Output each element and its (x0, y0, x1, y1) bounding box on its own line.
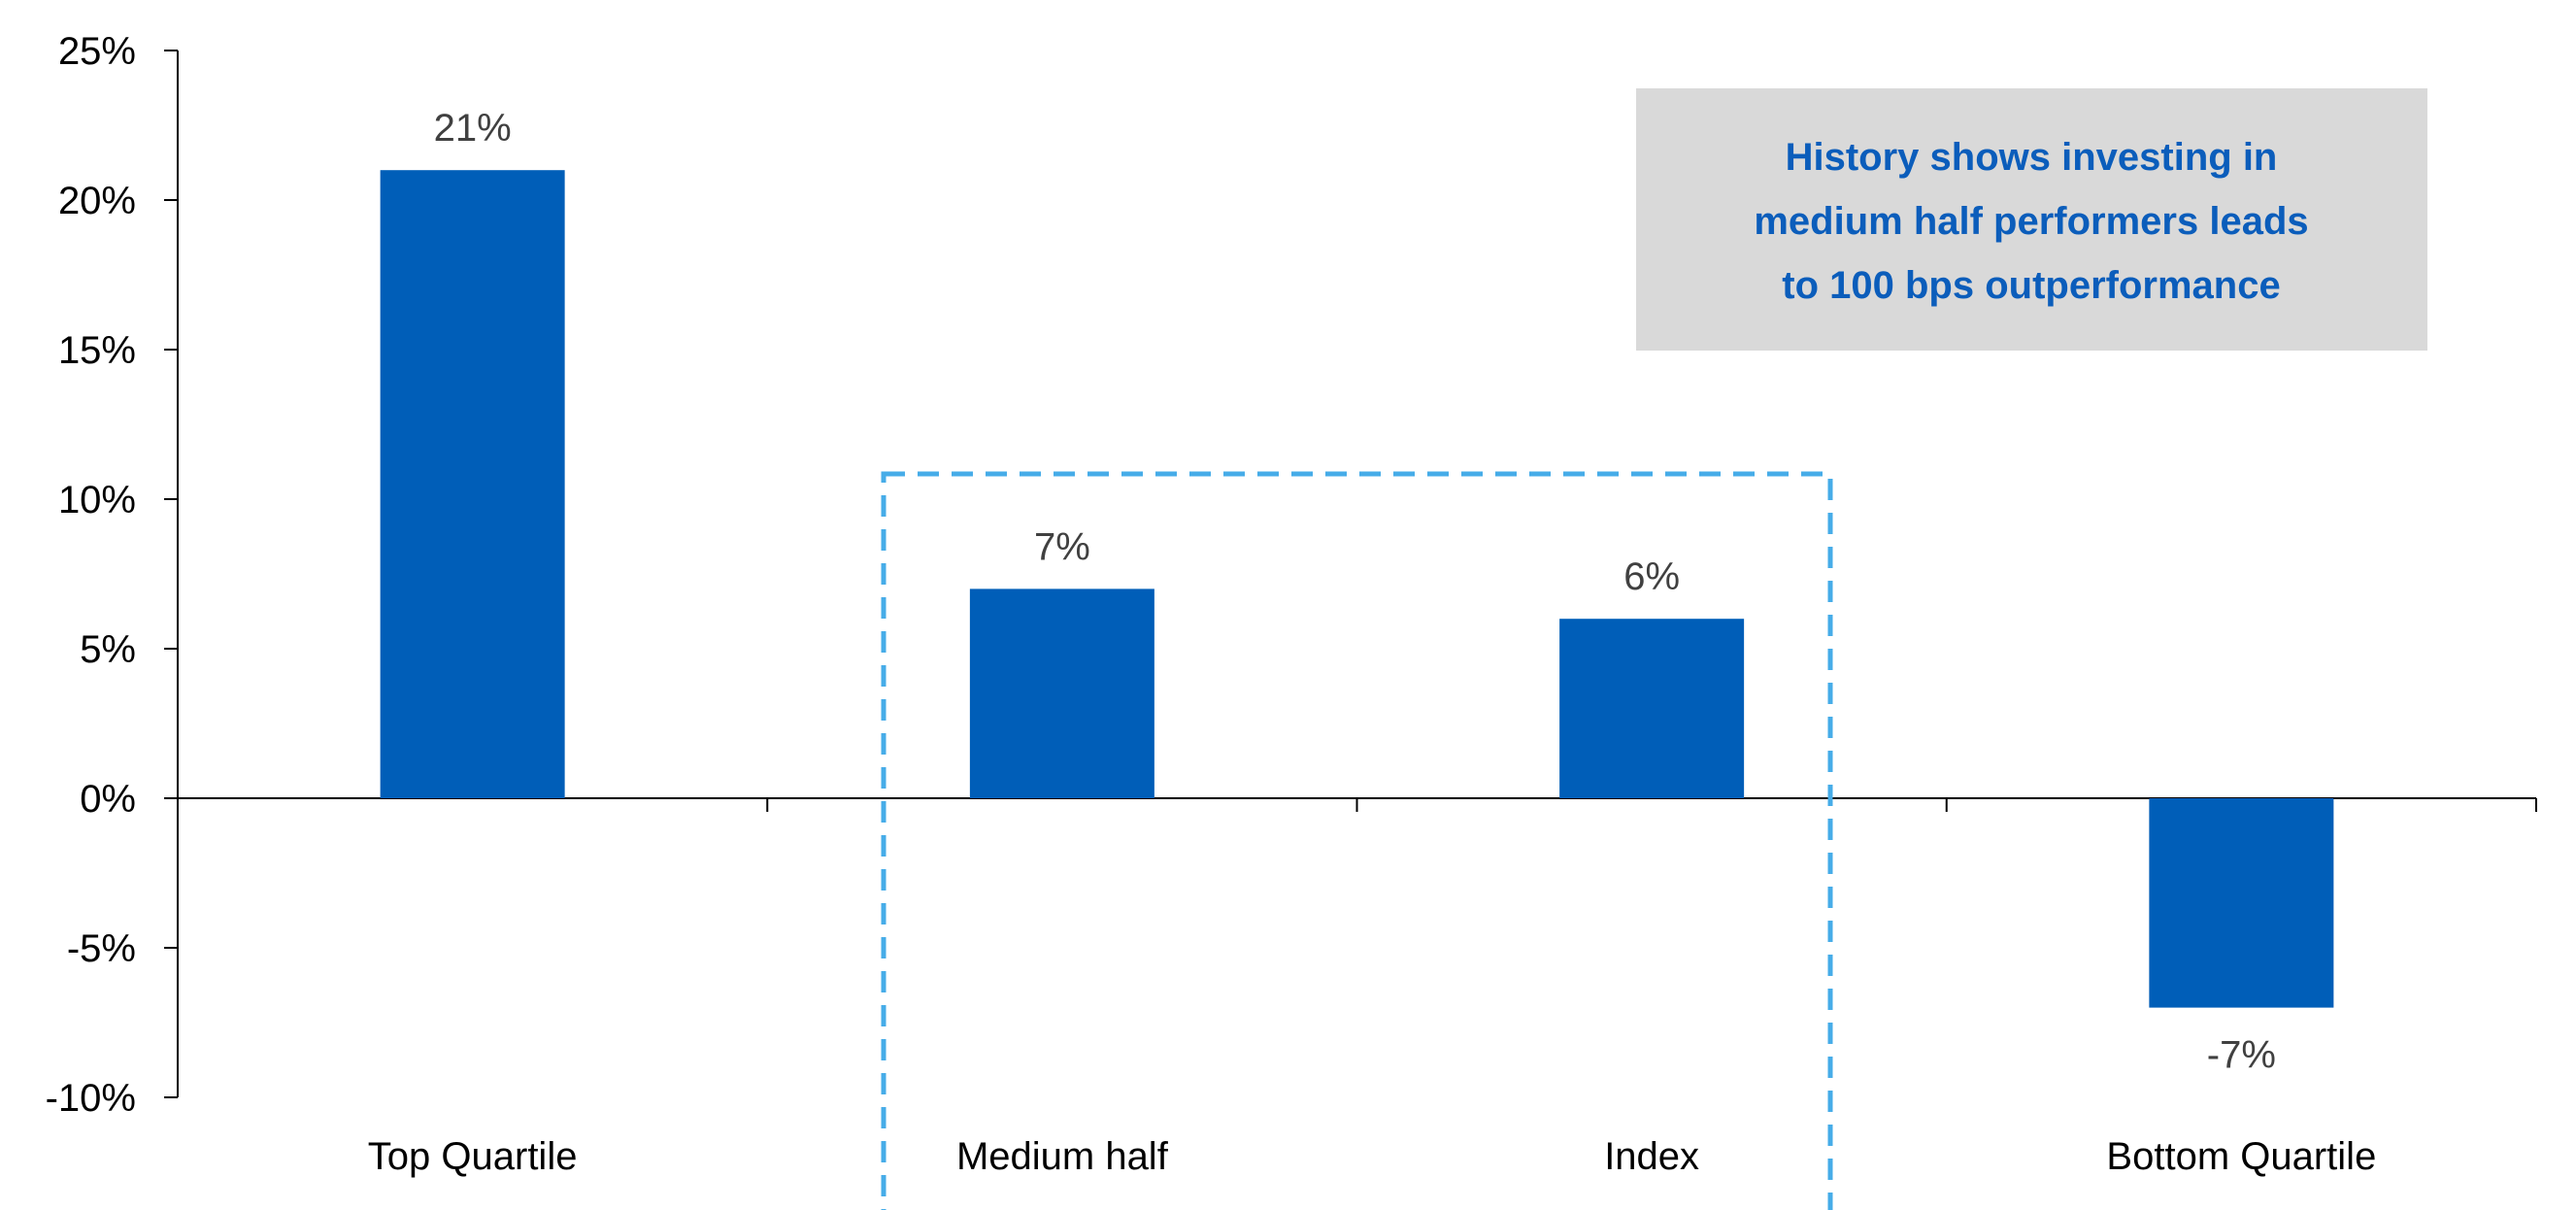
annotation-callout: History shows investing in medium half p… (1636, 88, 2427, 351)
data-label: -7% (2207, 1034, 2276, 1077)
y-tick-label: 10% (58, 479, 136, 521)
category-label: Top Quartile (368, 1135, 578, 1178)
category-label: Medium half (956, 1135, 1169, 1178)
y-tick-label: 5% (80, 628, 136, 671)
y-tick-label: 25% (58, 30, 136, 73)
category-label: Index (1604, 1135, 1699, 1178)
annotation-box (1636, 88, 2427, 351)
highlight-dashed-box (881, 471, 1833, 1210)
y-tick-label: -10% (46, 1077, 136, 1120)
annotation-line-3: to 100 bps outperformance (1782, 264, 2280, 307)
data-label: 7% (1034, 525, 1090, 568)
bar-medium-half (969, 588, 1154, 798)
y-tick-label: 0% (80, 778, 136, 821)
bar-bottom-quartile (2149, 798, 2334, 1008)
labels: 21% Top Quartile 7% Medium half 6% Index -7% Bo… (368, 107, 2377, 1178)
y-tick-label: -5% (67, 927, 136, 970)
annotation-line-1: History shows investing in (1786, 136, 2278, 179)
bars (380, 170, 2334, 1008)
data-label: 6% (1623, 555, 1680, 598)
y-tick-label: 20% (58, 180, 136, 222)
data-label: 21% (434, 107, 512, 150)
bar-top-quartile (380, 170, 565, 798)
axes: 25% 20% 15% 10% 5% 0% -5% -10% (46, 30, 2537, 1120)
category-label: Bottom Quartile (2106, 1135, 2376, 1178)
annotation-line-2: medium half performers leads (1754, 200, 2308, 243)
bar-index (1559, 619, 1745, 798)
y-tick-label: 15% (58, 329, 136, 372)
